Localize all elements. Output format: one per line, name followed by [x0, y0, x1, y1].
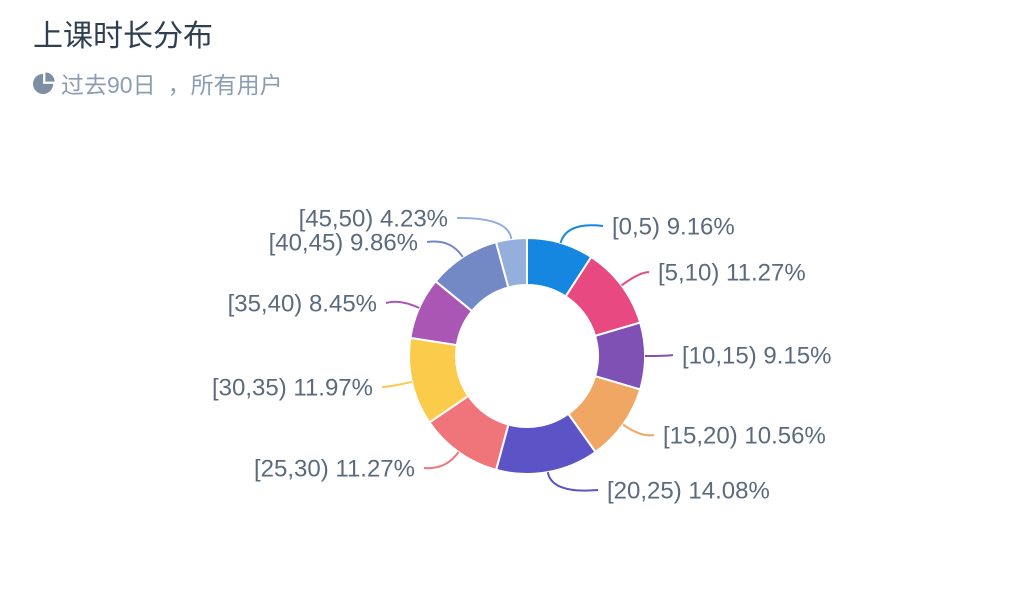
- slice-label: [10,15) 9.15%: [682, 342, 831, 369]
- slice-label-line: [385, 300, 420, 309]
- slice-label-line: [546, 471, 599, 492]
- chart-subtitle: 过去90日 ，所有用户: [33, 66, 283, 100]
- chart-header: 上课时长分布 过去90日 ，所有用户: [0, 0, 283, 100]
- slice-label-line: [559, 224, 604, 244]
- slice-label-line: [644, 354, 674, 358]
- slice-label: [40,45) 9.86%: [269, 229, 418, 256]
- slice-label-line: [456, 216, 513, 240]
- slice-label-line: [622, 423, 655, 437]
- slice-label-line: [381, 380, 413, 388]
- pie-chart-icon: [33, 72, 55, 94]
- filter-period: 过去90日: [61, 72, 156, 98]
- filter-audience: ，所有用户: [167, 72, 283, 98]
- slice-label-line: [423, 451, 460, 470]
- slice-label-line: [620, 271, 650, 287]
- slice-label: [5,10) 11.27%: [658, 259, 806, 286]
- donut-slice[interactable]: [494, 236, 528, 289]
- slice-label-line: [426, 240, 464, 258]
- page-title: 上课时长分布: [33, 20, 213, 53]
- slice-label: [25,30) 11.27%: [254, 455, 415, 482]
- slice-label: [15,20) 10.56%: [663, 422, 826, 449]
- slice-label: [0,5) 9.16%: [612, 213, 735, 240]
- slice-label: [35,40) 8.45%: [228, 290, 377, 317]
- slice-label: [30,35) 11.97%: [212, 374, 373, 401]
- slice-label: [20,25) 14.08%: [607, 477, 770, 504]
- slice-label: [45,50) 4.23%: [299, 205, 448, 232]
